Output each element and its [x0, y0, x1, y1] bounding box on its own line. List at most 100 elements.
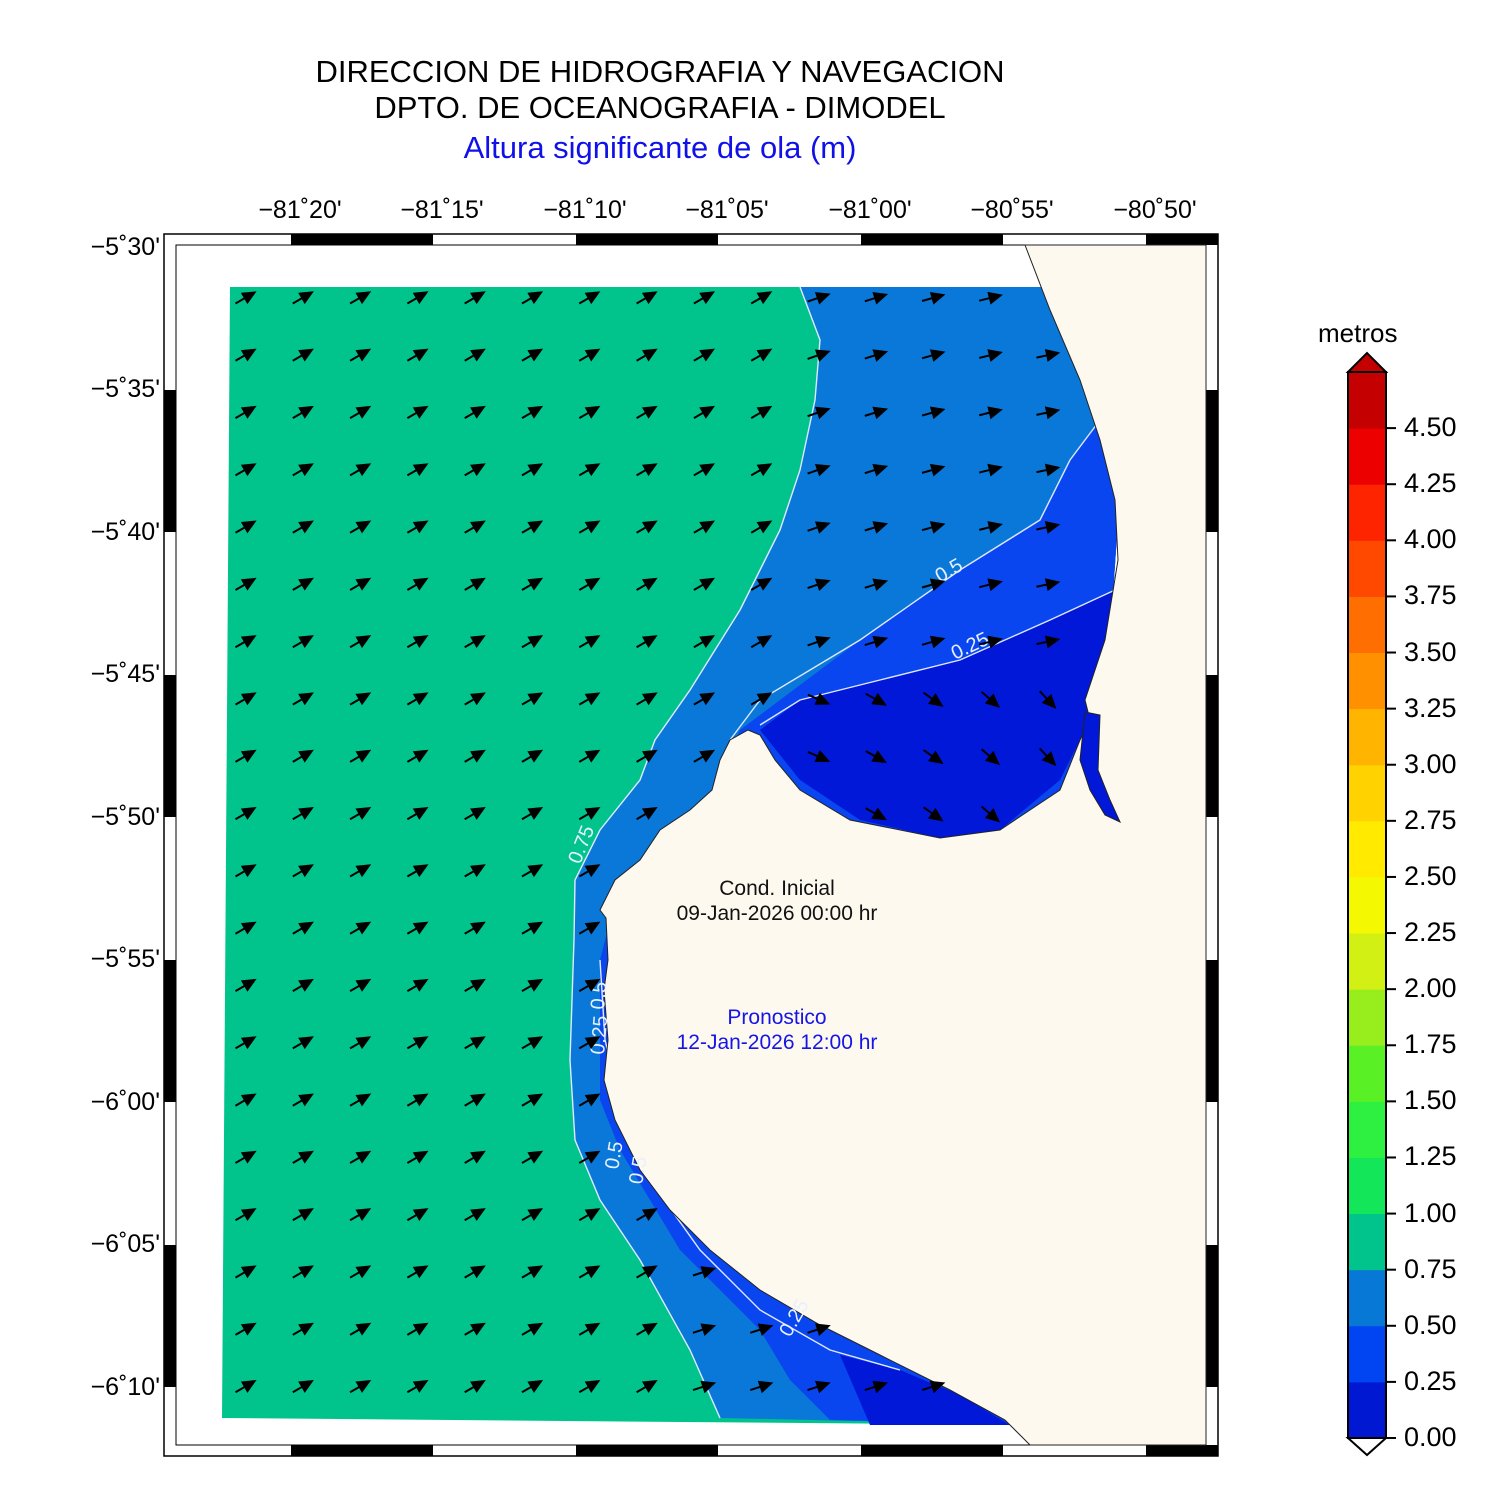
wave-direction-arrow [807, 692, 831, 705]
wave-direction-arrow [349, 1208, 372, 1222]
wave-direction-arrows [234, 291, 1061, 1394]
y-tick-label: −5˚45' [90, 660, 160, 688]
wave-direction-arrow [636, 291, 658, 305]
wave-direction-arrow [923, 806, 944, 822]
wave-direction-arrow [636, 635, 658, 649]
contour-label: 0.5 [601, 1140, 627, 1171]
wave-direction-arrow [693, 520, 716, 534]
wave-direction-arrow [292, 806, 314, 821]
wave-direction-arrow [921, 578, 946, 592]
wave-direction-arrow [292, 635, 314, 649]
wave-direction-arrow [292, 1265, 314, 1279]
wave-direction-arrow [234, 806, 257, 821]
wave-direction-arrow [521, 806, 544, 821]
wave-direction-arrow [636, 806, 658, 821]
wave-direction-arrow [578, 1379, 601, 1394]
wave-direction-arrow [750, 463, 773, 477]
wave-direction-arrow [406, 1036, 429, 1050]
wave-direction-arrow [292, 1093, 314, 1107]
wave-direction-arrow [349, 806, 372, 821]
wave-direction-arrow [921, 291, 946, 305]
wave-direction-arrow [292, 405, 314, 419]
wave-direction-arrow [349, 291, 372, 305]
colorbar-segments [1348, 372, 1386, 1439]
wave-direction-arrow [865, 807, 887, 821]
y-tick-label: −6˚10' [90, 1373, 160, 1401]
wave-direction-arrow [978, 578, 1003, 592]
colorbar-segment [1348, 933, 1386, 990]
x-tick-label: −80˚55' [970, 196, 1054, 224]
wave-direction-arrow [406, 1379, 429, 1394]
wave-direction-arrow [807, 406, 831, 420]
zone-000-025-bay [760, 590, 1115, 838]
wave-direction-arrow [464, 1036, 486, 1050]
forecast-annotation: Pronostico 12-Jan-2026 12:00 hr [627, 1005, 927, 1055]
wave-direction-arrow [692, 1380, 717, 1394]
wave-direction-arrow [807, 750, 831, 762]
wave-direction-arrow [349, 978, 372, 992]
wave-direction-arrow [406, 921, 429, 935]
wave-direction-arrow [521, 1093, 544, 1107]
wave-direction-arrow [750, 291, 773, 305]
wave-direction-arrow [406, 291, 429, 305]
wave-direction-arrow [636, 1322, 658, 1336]
wave-direction-arrow [349, 577, 372, 591]
colorbar-segment [1348, 1269, 1386, 1327]
wave-direction-arrow [807, 292, 831, 305]
colorbar-segment [1348, 876, 1386, 934]
wave-direction-arrow [749, 1323, 774, 1336]
wave-direction-arrow [406, 749, 429, 763]
wave-direction-arrow [807, 1380, 831, 1394]
wave-direction-arrow [807, 521, 831, 534]
wave-direction-arrow [750, 520, 773, 534]
wave-direction-arrow [864, 521, 889, 534]
wave-direction-arrow [464, 749, 486, 763]
wave-direction-arrow [406, 463, 429, 477]
wave-direction-arrow [349, 635, 372, 649]
wave-direction-arrow [693, 749, 716, 763]
wave-direction-arrow [464, 1208, 486, 1222]
wave-direction-arrow [693, 405, 716, 419]
wave-direction-arrow [864, 578, 889, 592]
wave-direction-arrow [578, 864, 601, 878]
wave-direction-arrow [521, 635, 544, 649]
wave-direction-arrow [464, 291, 486, 305]
wave-direction-arrow [980, 748, 1001, 766]
wave-direction-arrow [521, 978, 544, 992]
colorbar-tick-label: 3.25 [1404, 692, 1457, 723]
wave-direction-arrow [921, 463, 946, 477]
wave-direction-arrow [521, 1265, 544, 1279]
wave-direction-arrow [234, 864, 257, 878]
wave-direction-arrow [578, 921, 601, 935]
wave-direction-arrow [464, 348, 486, 362]
wave-direction-arrow [807, 578, 831, 592]
wave-direction-arrow [865, 750, 887, 764]
map-subtitle: Altura significante de ola (m) [463, 130, 857, 165]
estuary [1079, 711, 1122, 824]
initial-condition-annotation: Cond. Inicial 09-Jan-2026 00:00 hr [627, 876, 927, 926]
colorbar-segment [1348, 1157, 1386, 1215]
wave-direction-arrow [464, 864, 486, 878]
wave-direction-arrow [692, 1323, 717, 1336]
wave-direction-arrow [1036, 578, 1061, 592]
colorbar-tick-marks [1386, 427, 1396, 1439]
wave-direction-arrow [292, 921, 314, 935]
colorbar-tick-label: 0.00 [1404, 1422, 1457, 1452]
colorbar-segment [1348, 1325, 1386, 1383]
wave-direction-arrow [750, 577, 773, 591]
wave-direction-arrow [234, 749, 257, 763]
wave-direction-arrow [692, 1266, 717, 1279]
wave-direction-arrow [464, 806, 486, 821]
wave-direction-arrow [578, 577, 601, 591]
wave-direction-arrow [406, 806, 429, 821]
wave-direction-arrow [349, 1322, 372, 1336]
wave-direction-arrow [921, 521, 946, 534]
wave-direction-arrow [521, 921, 544, 935]
wave-direction-arrow [349, 1036, 372, 1050]
wave-direction-arrow [464, 577, 486, 591]
wave-direction-arrow [864, 406, 889, 420]
wave-direction-arrow [292, 577, 314, 591]
wave-direction-arrow [292, 692, 314, 706]
wave-direction-arrow [921, 349, 946, 362]
